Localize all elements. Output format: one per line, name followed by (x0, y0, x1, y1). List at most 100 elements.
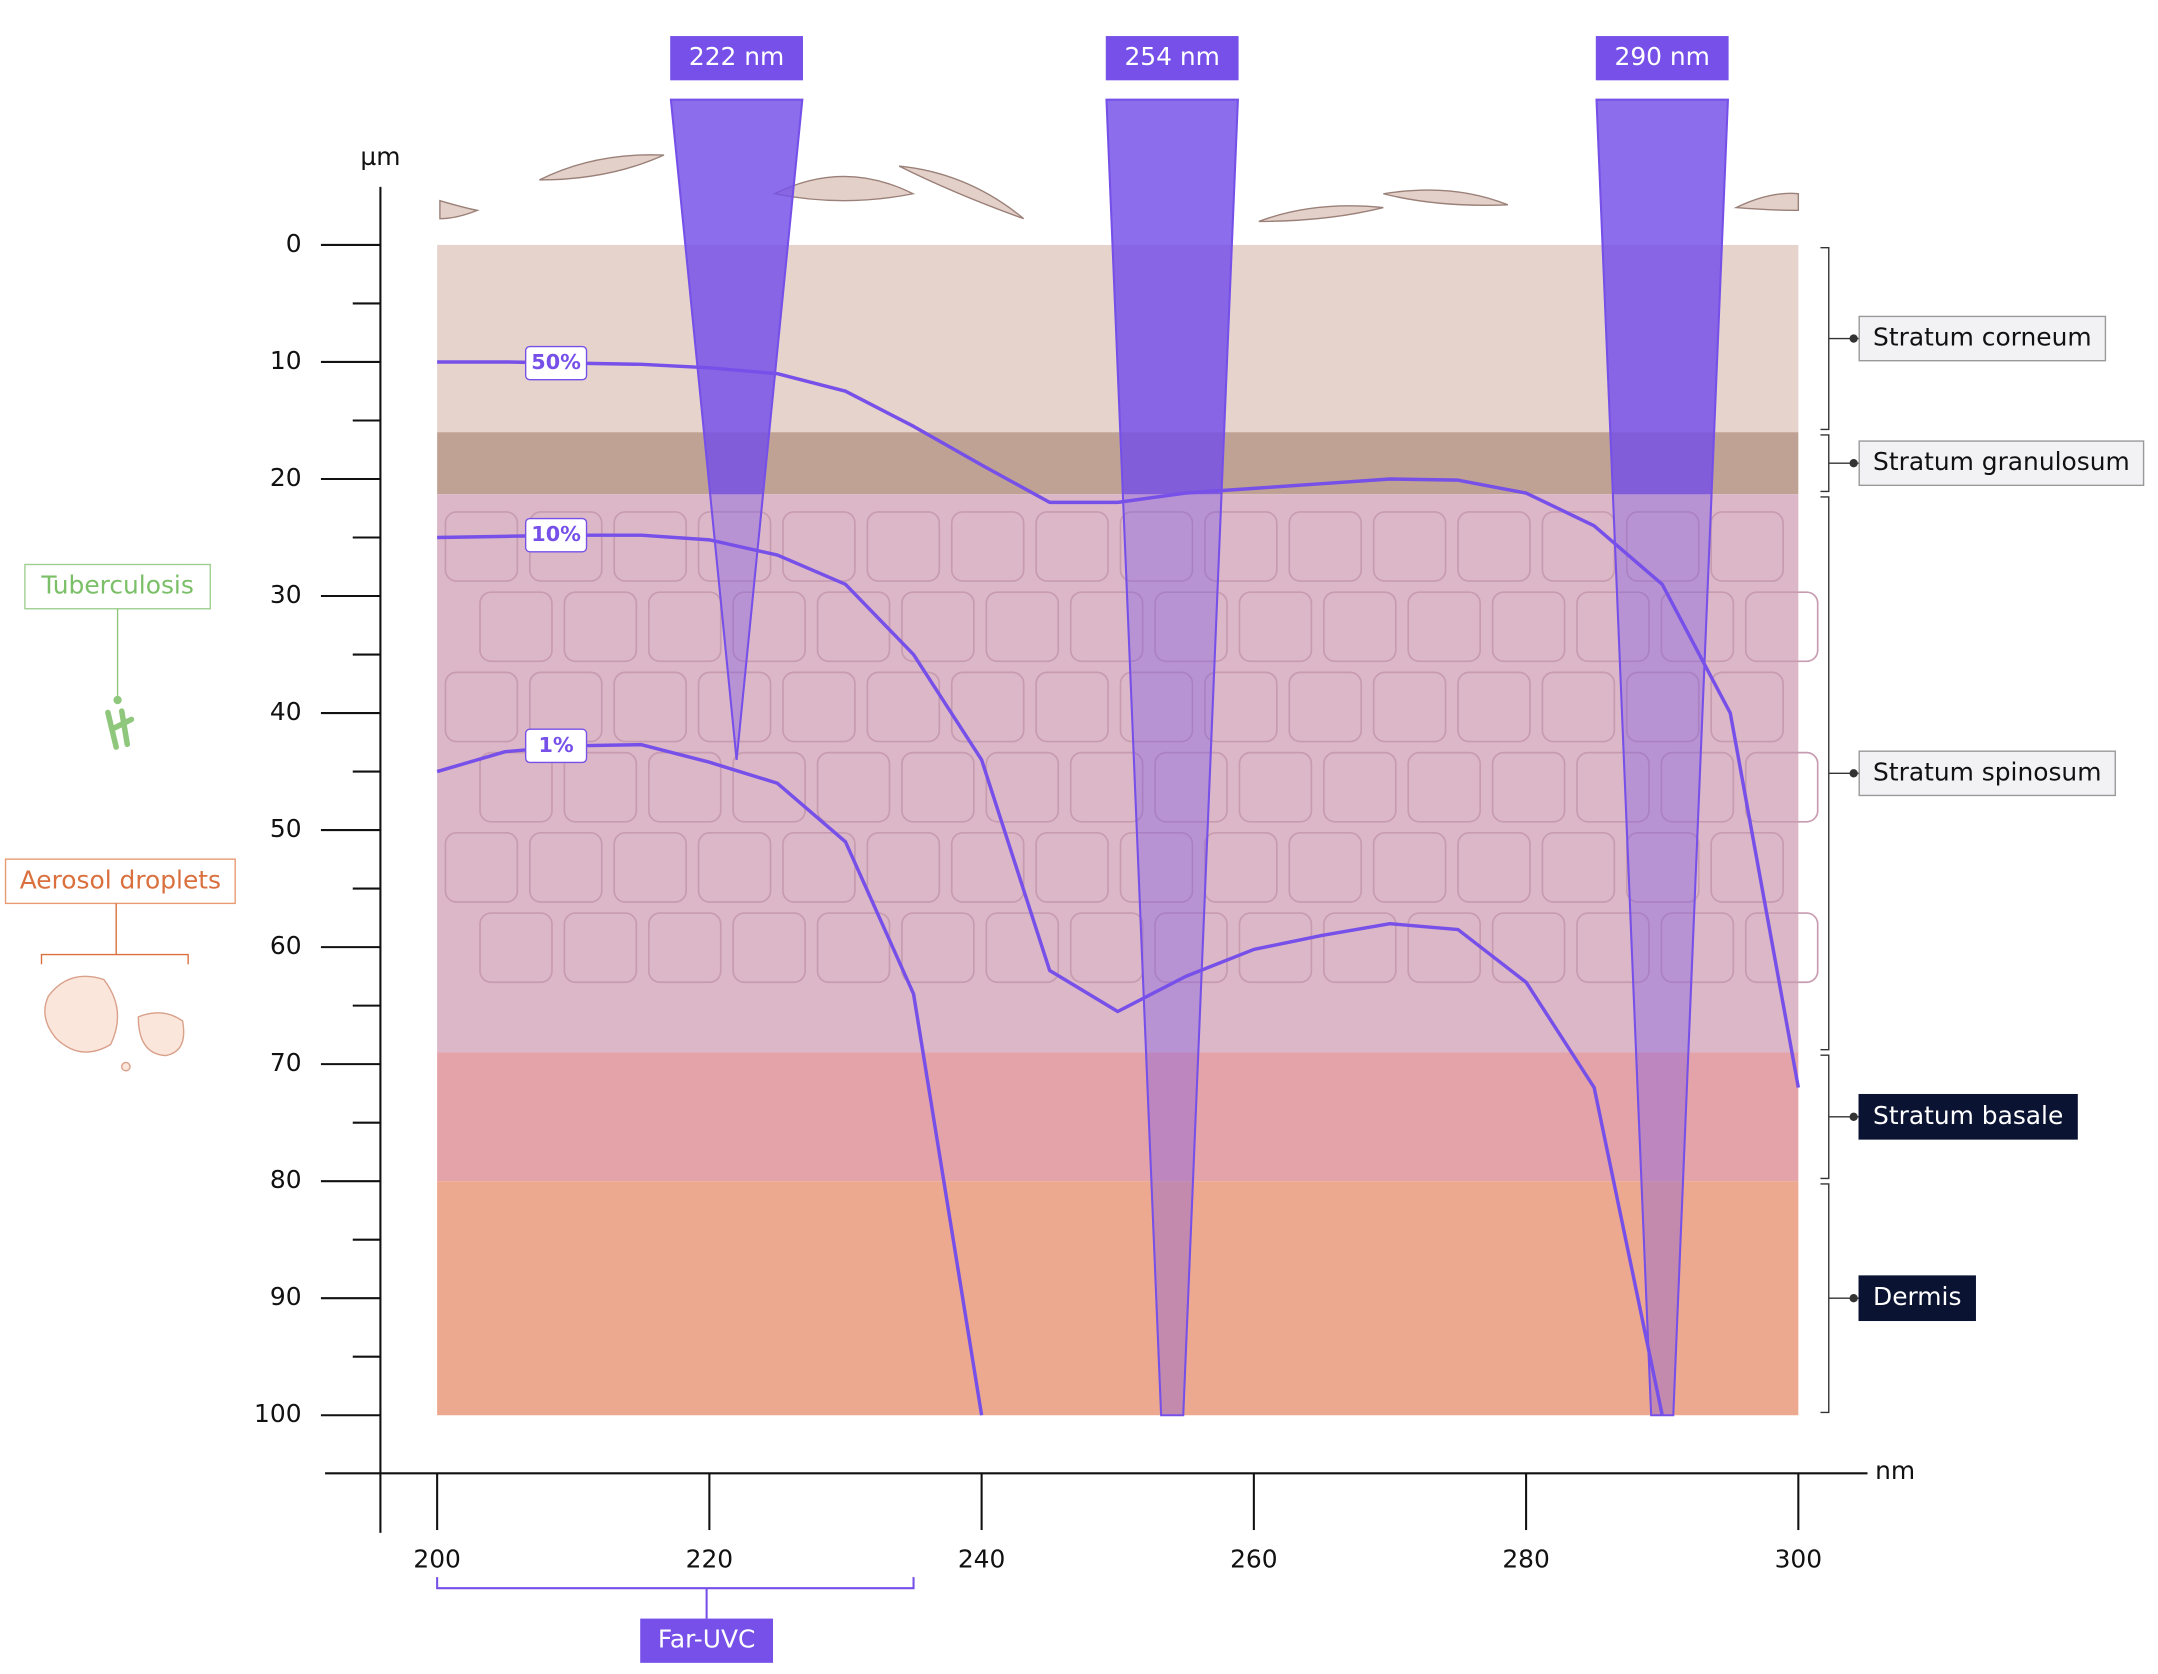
cell (1323, 591, 1397, 663)
cell (1660, 591, 1735, 663)
cell (1238, 591, 1313, 663)
cell (1035, 511, 1109, 582)
layer-bracket (1820, 1183, 1830, 1414)
cell (1288, 832, 1363, 903)
cell (985, 912, 1060, 984)
beam-label: 290 nm (1614, 42, 1709, 71)
cell (1204, 511, 1278, 582)
x-tick-label: 220 (686, 1544, 734, 1573)
cell (1457, 832, 1531, 903)
y-tick-label: 70 (270, 1048, 302, 1077)
skin-layer (437, 1181, 1799, 1416)
cell (479, 912, 553, 984)
y-tick-label: 60 (270, 931, 302, 960)
cell (866, 511, 941, 582)
cell (1541, 832, 1616, 903)
far-uvc-bracket (436, 1577, 915, 1590)
cell (1288, 511, 1363, 582)
x-tick-label: 240 (958, 1544, 1006, 1573)
skin-layer (437, 432, 1799, 495)
y-tick-label: 80 (270, 1165, 302, 1194)
cell (732, 751, 806, 823)
cell (732, 591, 806, 663)
cell (563, 591, 638, 663)
pathogen-label: Aerosol droplets (20, 865, 221, 894)
cell (1372, 671, 1447, 743)
cell (613, 671, 687, 743)
cell (1238, 751, 1313, 823)
cell (1407, 751, 1481, 823)
layer-label-box (1858, 750, 2116, 797)
beam-core (1106, 99, 1238, 495)
line-label: 10% (531, 522, 581, 546)
line-label: 50% (531, 350, 581, 374)
layer-label-box (1858, 1093, 2078, 1140)
line-label-box (524, 345, 588, 381)
cell (1407, 591, 1481, 663)
cell (816, 912, 891, 984)
line-label: 1% (538, 733, 573, 757)
y-tick-label: 90 (270, 1282, 302, 1311)
cell (866, 671, 941, 743)
cell (1541, 671, 1616, 743)
cell (1457, 511, 1531, 582)
far-uvc-label: Far-UVC (658, 1625, 756, 1654)
cell (444, 511, 519, 582)
cell (479, 751, 553, 823)
cell (697, 511, 772, 582)
layer-bracket (1820, 496, 1830, 1051)
cell (563, 912, 638, 984)
y-tick-label: 30 (270, 580, 302, 609)
cell (647, 591, 722, 663)
bracket-dot (1849, 1294, 1858, 1303)
cell (697, 832, 772, 903)
cell (1238, 912, 1313, 984)
cell (1710, 832, 1784, 903)
cell (444, 671, 519, 743)
y-tick-label: 40 (270, 697, 302, 726)
y-tick-label: 0 (286, 229, 302, 258)
pathogen-label: Tuberculosis (40, 571, 193, 600)
cell (1069, 751, 1144, 823)
x-unit: nm (1875, 1456, 1915, 1485)
beam-label-box (1105, 36, 1239, 81)
bracket-dot (1849, 769, 1858, 778)
y-unit: µm (360, 142, 400, 171)
cell (1491, 591, 1566, 663)
y-tick-label: 50 (270, 814, 302, 843)
cell (613, 832, 687, 903)
cell (1372, 832, 1447, 903)
layer-bracket (1820, 247, 1830, 431)
cell (1035, 671, 1109, 743)
cell (1660, 912, 1735, 984)
layer-label: Stratum corneum (1873, 323, 2092, 352)
depth-line (437, 360, 1801, 1088)
y-tick-label: 20 (270, 463, 302, 492)
cell (1372, 511, 1447, 582)
skin-flakes (439, 154, 1800, 223)
bracket-dot (1849, 459, 1858, 468)
cell (1154, 591, 1228, 663)
layer-label-box (1858, 1275, 1976, 1322)
layer-label-box (1858, 315, 2107, 362)
cell (1625, 832, 1700, 903)
cell (1457, 671, 1531, 743)
cell (613, 511, 687, 582)
cell (1744, 591, 1819, 663)
cell (563, 751, 638, 823)
cell (782, 511, 856, 582)
line-label-box (524, 517, 588, 553)
cell (816, 751, 891, 823)
skin-layer (437, 1052, 1799, 1182)
beam-core (670, 99, 803, 495)
cell (647, 751, 722, 823)
cell (1744, 912, 1819, 984)
cell (1069, 591, 1144, 663)
cell (901, 912, 975, 984)
cell (1625, 511, 1700, 582)
cell (985, 591, 1060, 663)
x-tick-label: 300 (1775, 1544, 1823, 1573)
line-label-box (524, 728, 588, 764)
cell (647, 912, 722, 984)
